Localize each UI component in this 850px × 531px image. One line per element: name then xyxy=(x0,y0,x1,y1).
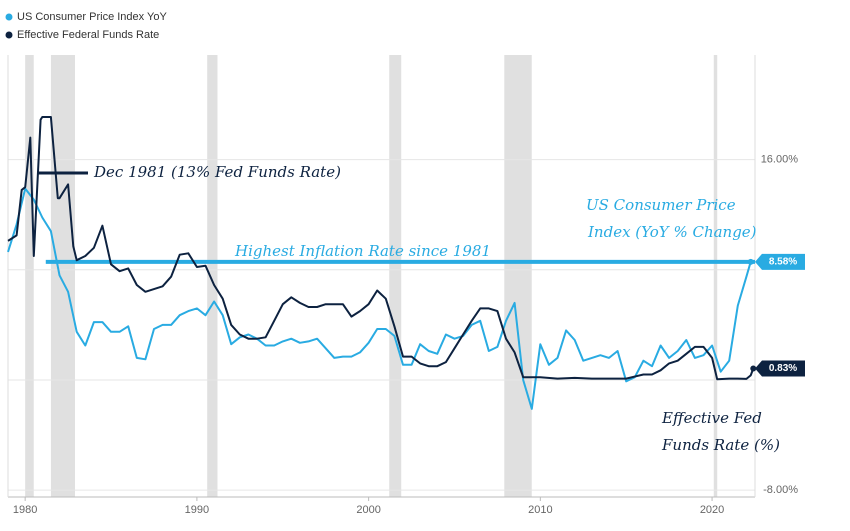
recession-band xyxy=(50,55,75,497)
end-point xyxy=(747,258,754,265)
x-tick-label: 2020 xyxy=(700,504,724,516)
annotation: Funds Rate (%) xyxy=(661,436,780,454)
recession-band xyxy=(504,55,532,497)
legend-label: Effective Federal Funds Rate xyxy=(17,29,159,41)
annotation: Dec 1981 (13% Fed Funds Rate) xyxy=(93,163,341,181)
end-point xyxy=(750,365,757,372)
annotation: Highest Inflation Rate since 1981 xyxy=(234,242,491,260)
plot-background xyxy=(7,55,756,498)
recession-band xyxy=(713,55,718,497)
x-tick-label: 2000 xyxy=(356,504,380,516)
x-tick-label: 1990 xyxy=(185,504,209,516)
recession-band xyxy=(389,55,402,497)
annotation: US Consumer Price xyxy=(586,196,736,214)
x-tick-label: 2010 xyxy=(528,504,552,516)
series-line xyxy=(7,187,752,410)
value-badge-label: 0.83% xyxy=(769,363,797,374)
y-tick-label: 16.00% xyxy=(761,154,799,166)
x-tick-label: 1980 xyxy=(13,504,37,516)
annotation: Index (YoY % Change) xyxy=(587,223,757,241)
value-badge-label: 8.58% xyxy=(769,256,797,267)
recession-band xyxy=(207,55,218,497)
y-tick-label: -8.00% xyxy=(763,484,798,496)
annotation: Effective Fed xyxy=(661,409,762,427)
value-badge xyxy=(755,253,805,270)
legend-marker xyxy=(5,31,13,39)
legend-label: US Consumer Price Index YoY xyxy=(17,11,167,23)
value-badge xyxy=(755,360,805,377)
series-line xyxy=(7,116,755,381)
legend-marker xyxy=(5,13,13,21)
recession-band xyxy=(25,55,34,497)
